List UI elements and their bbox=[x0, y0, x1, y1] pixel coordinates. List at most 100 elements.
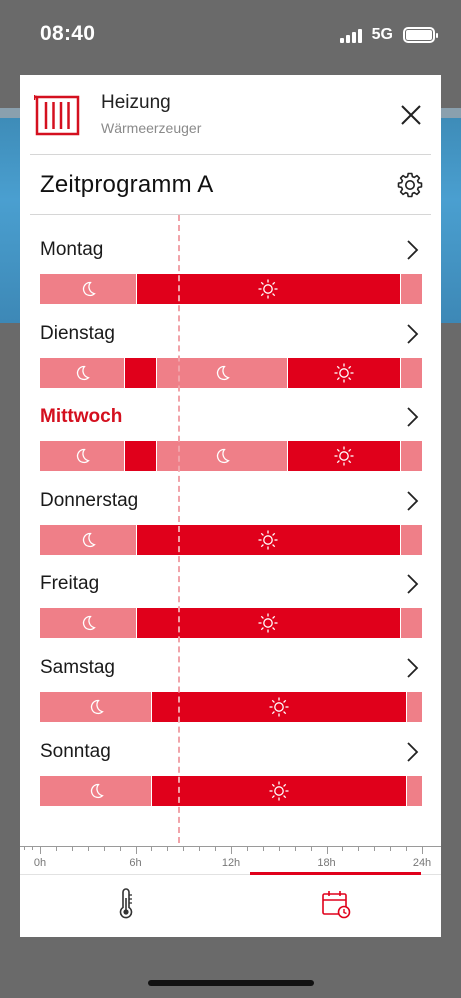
reduced-segment[interactable] bbox=[40, 274, 136, 304]
axis-tick bbox=[71, 846, 73, 851]
axis-tick bbox=[135, 846, 137, 854]
moon-icon bbox=[73, 364, 91, 382]
comfort-segment[interactable] bbox=[125, 357, 157, 388]
day-row-dienstag[interactable]: Dienstag bbox=[20, 299, 441, 388]
reduced-segment[interactable] bbox=[40, 692, 152, 722]
axis-tick bbox=[167, 846, 169, 851]
axis-tick bbox=[310, 846, 312, 851]
comfort-segment[interactable] bbox=[287, 441, 400, 472]
day-name: Samstag bbox=[40, 657, 115, 678]
moon-icon bbox=[79, 531, 97, 549]
chevron-right-icon[interactable] bbox=[405, 490, 419, 512]
reduced-segment[interactable] bbox=[40, 357, 125, 388]
reduced-segment[interactable] bbox=[40, 608, 136, 639]
reduced-segment[interactable] bbox=[400, 274, 422, 304]
axis-label: 18h bbox=[317, 857, 336, 869]
axis-tick bbox=[103, 846, 105, 851]
axis-tick bbox=[262, 846, 264, 851]
reduced-segment[interactable] bbox=[407, 692, 422, 722]
battery-icon bbox=[403, 27, 438, 43]
comfort-segment[interactable] bbox=[136, 274, 400, 304]
calendar-clock-icon[interactable] bbox=[319, 887, 353, 921]
day-row-sonntag[interactable]: Sonntag bbox=[20, 717, 441, 806]
thermometer-icon[interactable] bbox=[109, 887, 143, 921]
comfort-segment[interactable] bbox=[152, 775, 407, 806]
moon-icon bbox=[213, 447, 231, 465]
gear-icon[interactable] bbox=[396, 171, 424, 199]
sun-icon bbox=[333, 445, 355, 467]
axis-tick bbox=[40, 846, 41, 854]
status-time: 08:40 bbox=[40, 22, 96, 45]
axis-tick bbox=[246, 846, 248, 851]
chevron-right-icon[interactable] bbox=[405, 323, 419, 345]
moon-icon bbox=[213, 364, 231, 382]
time-axis: 0h 6h 12h 18h 24h bbox=[20, 843, 441, 873]
schedule-bar[interactable] bbox=[40, 608, 422, 639]
schedule-bar[interactable] bbox=[40, 357, 422, 388]
axis-tick bbox=[390, 846, 392, 851]
title-divider bbox=[30, 214, 431, 215]
active-tab-indicator bbox=[250, 872, 421, 875]
day-name: Freitag bbox=[40, 573, 100, 595]
moon-icon bbox=[79, 614, 97, 632]
reduced-segment[interactable] bbox=[400, 357, 422, 388]
home-indicator bbox=[148, 980, 314, 986]
status-indicators: 5G bbox=[339, 26, 438, 44]
moon-icon bbox=[87, 698, 105, 716]
reduced-segment[interactable] bbox=[40, 441, 125, 472]
day-row-montag[interactable]: Montag bbox=[20, 215, 441, 304]
day-name: Montag bbox=[40, 239, 104, 260]
schedule-bar[interactable] bbox=[40, 524, 422, 555]
reduced-segment[interactable] bbox=[400, 608, 422, 639]
axis-tick bbox=[119, 846, 121, 851]
day-name: Sonntag bbox=[40, 740, 111, 762]
panel-title: Heizung bbox=[101, 92, 171, 113]
day-row-mittwoch[interactable]: Mittwoch bbox=[20, 382, 441, 472]
moon-icon bbox=[87, 782, 105, 800]
reduced-segment[interactable] bbox=[400, 524, 422, 555]
schedule-bar[interactable] bbox=[40, 274, 422, 304]
chevron-right-icon[interactable] bbox=[405, 239, 419, 261]
sun-icon bbox=[257, 612, 279, 634]
axis-tick bbox=[231, 846, 232, 854]
reduced-segment[interactable] bbox=[40, 524, 136, 555]
sun-icon bbox=[257, 529, 279, 551]
axis-label: 24h bbox=[412, 857, 432, 869]
comfort-segment[interactable] bbox=[125, 441, 157, 472]
axis-tick bbox=[32, 846, 33, 850]
reduced-segment[interactable] bbox=[40, 775, 152, 806]
reduced-segment[interactable] bbox=[407, 775, 422, 806]
schedule-bar[interactable] bbox=[40, 775, 422, 806]
comfort-segment[interactable] bbox=[136, 524, 400, 555]
axis-tick bbox=[87, 846, 89, 851]
axis-tick bbox=[24, 846, 25, 850]
chevron-right-icon[interactable] bbox=[405, 741, 419, 763]
moon-icon bbox=[79, 280, 97, 298]
status-bar: 08:40 5G bbox=[0, 0, 461, 70]
day-row-donnerstag[interactable]: Donnerstag bbox=[20, 466, 441, 555]
chevron-right-icon[interactable] bbox=[405, 573, 419, 595]
network-type: 5G bbox=[371, 26, 393, 43]
axis-tick bbox=[406, 846, 408, 851]
chevron-right-icon[interactable] bbox=[405, 406, 419, 428]
comfort-segment[interactable] bbox=[152, 692, 407, 722]
axis-tick bbox=[199, 846, 201, 851]
moon-icon bbox=[73, 447, 91, 465]
day-name: Mittwoch bbox=[40, 406, 123, 428]
close-icon[interactable] bbox=[399, 103, 423, 127]
program-title: Zeitprogramm A bbox=[40, 171, 214, 198]
day-row-freitag[interactable]: Freitag bbox=[20, 549, 441, 639]
axis-label: 6h bbox=[129, 857, 142, 869]
reduced-segment[interactable] bbox=[400, 441, 422, 472]
comfort-segment[interactable] bbox=[287, 357, 400, 388]
day-name: Donnerstag bbox=[40, 489, 139, 511]
comfort-segment[interactable] bbox=[136, 608, 400, 639]
day-row-samstag[interactable]: Samstag bbox=[20, 633, 441, 722]
day-name: Dienstag bbox=[40, 322, 115, 344]
axis-tick bbox=[326, 846, 328, 854]
heating-schedule-panel: Heizung Wärmeerzeuger Zeitprogramm A Mon… bbox=[20, 75, 441, 937]
chevron-right-icon[interactable] bbox=[405, 657, 419, 679]
axis-tick bbox=[55, 846, 57, 851]
schedule-bar[interactable] bbox=[40, 692, 422, 722]
axis-tick bbox=[294, 846, 296, 851]
